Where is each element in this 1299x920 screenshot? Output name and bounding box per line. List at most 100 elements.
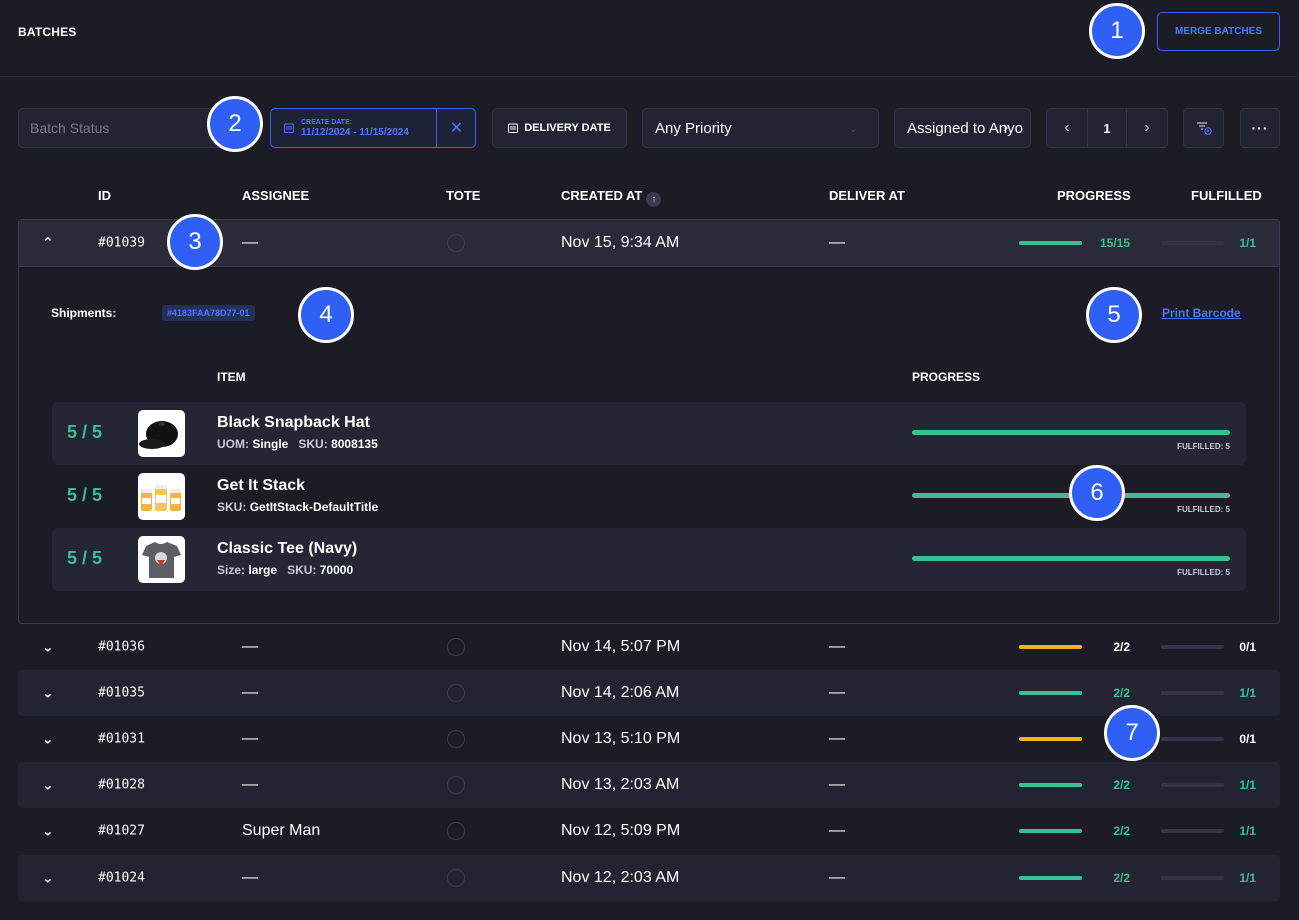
sort-ascending-icon[interactable]: ↑ — [646, 192, 662, 207]
list-item[interactable]: 5 / 5 Get It Stack SKU: GetItStack-Defau… — [52, 465, 1246, 528]
table-row[interactable]: ⌄#01031—Nov 13, 5:10 PM—2/20/1 — [18, 716, 1280, 762]
item-quantity: 5 / 5 — [67, 422, 103, 442]
more-options-button[interactable]: ··· — [1240, 108, 1280, 148]
calendar-icon — [284, 123, 294, 133]
item-progress-bar — [912, 430, 1230, 435]
fulfilled-value: 0/1 — [1239, 732, 1256, 746]
next-page-button[interactable]: › — [1144, 119, 1150, 136]
progress-value: 2/2 — [1113, 778, 1130, 792]
chevron-down-icon[interactable]: ⌄ — [42, 822, 54, 839]
batch-id: #01027 — [98, 823, 145, 839]
fulfilled-bar — [1161, 645, 1224, 649]
list-item[interactable]: 5 / 5 Classic Tee (Navy) Size: large SKU… — [52, 528, 1246, 591]
batch-deliver-at: — — [829, 638, 845, 655]
chevron-down-icon[interactable]: ⌄ — [42, 638, 54, 655]
chevron-down-icon[interactable]: ⌄ — [42, 776, 54, 793]
batch-deliver-at: — — [829, 234, 845, 251]
progress-fill — [1019, 737, 1082, 741]
item-fulfilled: FULFILLED: 5 — [1177, 505, 1230, 514]
progress-bar — [1019, 691, 1082, 695]
table-row[interactable]: ⌄ #01036 — Nov 14, 5:07 PM — 2/2 0/1 — [18, 624, 1280, 670]
batch-id: #01028 — [98, 777, 145, 793]
prev-page-button[interactable]: ‹ — [1064, 119, 1070, 136]
progress-bar — [1019, 783, 1082, 787]
batch-assignee: — — [242, 638, 258, 655]
table-row[interactable]: ⌃ #01039 — Nov 15, 9:34 AM — 15/15 1/1 — [19, 220, 1279, 267]
chevron-down-icon[interactable]: ⌄ — [42, 730, 54, 747]
col-assignee: ASSIGNEE — [242, 188, 310, 203]
meta-key: SKU: — [217, 500, 247, 514]
col-fulfilled: FULFILLED — [1191, 188, 1262, 203]
chevron-up-icon[interactable]: ⌃ — [42, 234, 54, 251]
product-image-stack — [138, 473, 185, 520]
item-progress-bar — [912, 556, 1230, 561]
tote-indicator — [447, 869, 465, 887]
delivery-date-label: DELIVERY DATE — [524, 122, 611, 134]
progress-fill — [1019, 241, 1082, 245]
progress-bar — [1019, 241, 1082, 245]
table-row[interactable]: ⌄ #01028 — Nov 13, 2:03 AM — 2/2 1/1 — [18, 762, 1280, 808]
create-date-label: CREATE DATE: — [301, 118, 353, 126]
item-meta: SKU: GetItStack-DefaultTitle — [217, 500, 378, 514]
priority-value: Any Priority — [655, 119, 732, 137]
annotation-badge-4: 4 — [298, 287, 354, 343]
priority-select[interactable]: Any Priority ⌄ — [642, 108, 879, 148]
progress-fill — [1019, 829, 1082, 833]
batch-assignee: — — [242, 234, 258, 251]
fulfilled-bar — [1161, 241, 1224, 245]
product-image-tee — [138, 536, 185, 583]
batch-deliver-at: — — [829, 684, 845, 701]
chevron-down-icon[interactable]: ⌄ — [42, 684, 54, 701]
batch-assignee: — — [242, 869, 258, 886]
page-number[interactable]: 1 — [1087, 109, 1127, 147]
item-name: Get It Stack — [217, 477, 306, 494]
item-meta: UOM: Single SKU: 8008135 — [217, 437, 378, 451]
batch-id: #01035 — [98, 685, 145, 701]
batch-deliver-at: — — [829, 776, 845, 793]
assignee-select[interactable]: Assigned to Anyo › — [894, 108, 1031, 148]
print-barcode-link[interactable]: Print Barcode — [1162, 306, 1241, 320]
item-quantity: 5 / 5 — [67, 548, 103, 568]
batch-id: #01036 — [98, 639, 145, 655]
shipments-label: Shipments: — [51, 306, 117, 320]
fulfilled-value: 1/1 — [1239, 778, 1256, 792]
table-row[interactable]: ⌄ #01024 — Nov 12, 2:03 AM — 2/2 1/1 — [18, 855, 1280, 901]
fulfilled-bar — [1161, 829, 1224, 833]
progress-value: 2/2 — [1113, 640, 1130, 654]
calendar-icon — [508, 123, 519, 133]
batch-deliver-at: — — [829, 730, 845, 747]
fulfilled-bar — [1161, 691, 1224, 695]
filter-settings-button[interactable] — [1183, 108, 1224, 148]
progress-value: 2/2 — [1113, 871, 1130, 885]
batch-created-at: Nov 14, 2:06 AM — [561, 684, 680, 701]
clear-date-icon[interactable]: ✕ — [449, 120, 464, 137]
batch-created-at: Nov 15, 9:34 AM — [561, 234, 680, 251]
col-created-at[interactable]: CREATED AT ↑ — [561, 188, 662, 207]
pagination: ‹ 1 › — [1046, 108, 1168, 148]
batch-id: #01031 — [98, 731, 145, 747]
progress-fill — [1019, 876, 1082, 880]
progress-fill — [1019, 645, 1082, 649]
merge-batches-button[interactable]: MERGE BATCHES — [1157, 12, 1280, 51]
progress-bar — [1019, 645, 1082, 649]
create-date-filter[interactable]: CREATE DATE: 11/12/2024 - 11/15/2024 ✕ — [270, 108, 476, 148]
delivery-date-filter[interactable]: DELIVERY DATE — [492, 108, 627, 148]
table-row[interactable]: ⌄ #01035 — Nov 14, 2:06 AM — 2/2 1/1 — [18, 670, 1280, 716]
batch-deliver-at: — — [829, 822, 845, 839]
annotation-badge-2: 2 — [207, 96, 263, 152]
batch-created-at: Nov 13, 2:03 AM — [561, 776, 680, 793]
list-item[interactable]: 5 / 5 Black Snapback Hat UOM: Single SKU… — [52, 402, 1246, 465]
tote-indicator — [447, 684, 465, 702]
col-progress: PROGRESS — [1057, 188, 1131, 203]
table-row[interactable]: ⌄ #01027 Super Man Nov 12, 5:09 PM — 2/2 1/1 — [18, 808, 1280, 854]
progress-fill — [1019, 691, 1082, 695]
shipment-tag[interactable]: #4183FAA78D77-01 — [162, 305, 255, 321]
item-column-header: ITEM — [217, 370, 246, 384]
batch-id: #01024 — [98, 870, 145, 886]
chevron-down-icon[interactable]: ⌄ — [42, 869, 54, 886]
chevron-right-icon[interactable]: › — [1003, 119, 1009, 136]
batch-assignee: — — [242, 730, 258, 747]
filter-icon — [1196, 122, 1212, 135]
fulfilled-value: 1/1 — [1239, 871, 1256, 885]
meta-value: large — [248, 563, 278, 577]
